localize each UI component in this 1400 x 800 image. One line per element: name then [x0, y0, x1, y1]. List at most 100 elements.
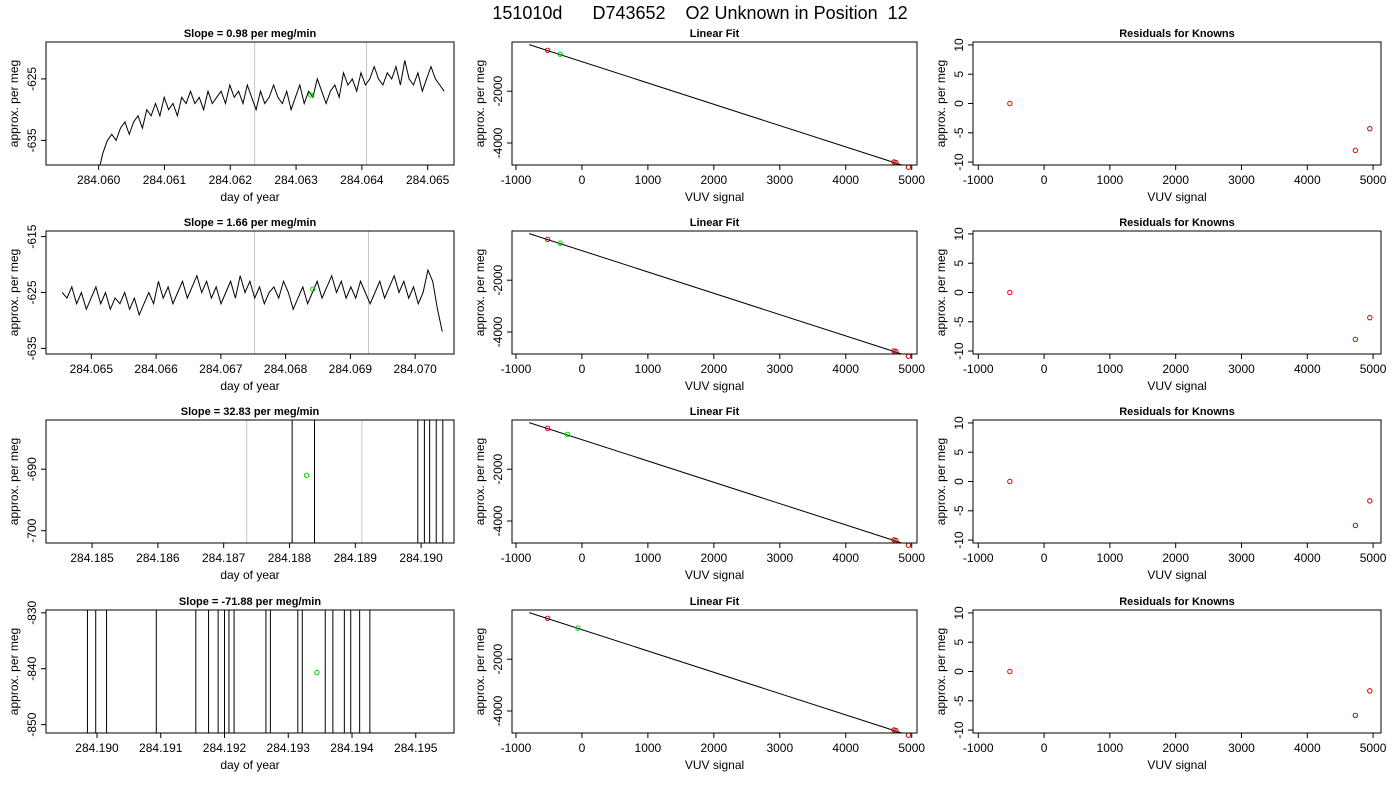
y-tick-label: -2000	[491, 76, 505, 107]
fit-line	[528, 612, 904, 733]
x-tick-label: 0	[1041, 741, 1048, 755]
y-tick-label: -700	[25, 518, 39, 542]
y-axis-label: approx. per meg	[934, 249, 948, 336]
x-axis-label: VUV signal	[685, 190, 744, 204]
x-tick-label: 284.065	[70, 362, 114, 376]
y-tick-label: 10	[952, 38, 966, 52]
plot-frame	[45, 609, 455, 734]
y-tick-label: -830	[25, 600, 39, 624]
y-tick-label: -5	[952, 316, 966, 327]
y-axis-label: approx. per meg	[7, 438, 21, 525]
panel-title: Residuals for Knowns	[1119, 406, 1235, 418]
x-tick-label: 1000	[1097, 741, 1124, 755]
unknown-point	[303, 472, 310, 479]
y-tick-label: -635	[25, 128, 39, 152]
y-axis-label: approx. per meg	[473, 60, 487, 147]
x-tick-label: 4000	[832, 551, 859, 565]
unknown-point	[557, 51, 563, 57]
panel-title: Slope = 1.66 per meg/min	[184, 217, 317, 229]
x-tick-label: 1000	[1097, 173, 1124, 187]
x-tick-label: 5000	[898, 551, 925, 565]
x-tick-label: -1000	[501, 362, 532, 376]
panel-title: Residuals for Knowns	[1119, 28, 1235, 40]
y-tick-label: 5	[952, 639, 966, 646]
panel-12: -1000 0 1000 2000 3000 4000 5000 -10 -5 0 5 10 Resid…	[934, 596, 1387, 772]
unknown-point	[314, 669, 320, 676]
known-point	[905, 164, 912, 170]
x-tick-label: 4000	[832, 741, 859, 755]
x-tick-label: 284.190	[399, 551, 443, 565]
x-tick-label: -1000	[501, 741, 532, 755]
plot-frame	[972, 41, 1382, 166]
y-tick-label: -625	[25, 280, 39, 304]
plot-frame	[45, 41, 455, 166]
y-tick-label: -4000	[491, 316, 505, 347]
x-tick-label: 2000	[1162, 551, 1189, 565]
series-line	[61, 268, 443, 332]
x-tick-label: 3000	[766, 551, 793, 565]
known-point	[1367, 688, 1373, 694]
x-tick-label: 284.067	[199, 362, 243, 376]
x-axis-label: VUV signal	[1147, 568, 1206, 582]
fit-line	[528, 422, 904, 543]
x-tick-label: 2000	[700, 362, 727, 376]
plot-frame	[972, 230, 1382, 355]
y-tick-label: -10	[952, 342, 966, 360]
x-tick-label: 0	[1041, 362, 1048, 376]
x-tick-label: 2000	[700, 741, 727, 755]
x-tick-label: 2000	[700, 551, 727, 565]
x-tick-label: 4000	[1294, 173, 1321, 187]
x-tick-label: -1000	[963, 551, 994, 565]
y-tick-label: -2000	[491, 644, 505, 675]
x-tick-label: 284.186	[136, 551, 180, 565]
x-tick-label: -1000	[963, 741, 994, 755]
x-tick-label: 5000	[898, 362, 925, 376]
x-tick-label: 0	[579, 551, 586, 565]
x-tick-label: 3000	[766, 741, 793, 755]
x-tick-label: 1000	[635, 173, 662, 187]
known-point	[1352, 336, 1359, 343]
x-tick-label: 3000	[766, 362, 793, 376]
x-tick-label: 3000	[1228, 362, 1255, 376]
panel-8: -1000 0 1000 2000 3000 4000 5000 -4000 -2000 Line…	[473, 596, 925, 772]
x-tick-label: 3000	[1228, 741, 1255, 755]
plot-frame	[511, 230, 918, 355]
x-axis-label: VUV signal	[1147, 379, 1206, 393]
plot-frame	[45, 419, 455, 544]
x-axis-label: day of year	[220, 190, 279, 204]
x-tick-label: 4000	[1294, 551, 1321, 565]
y-tick-label: -10	[952, 721, 966, 739]
x-tick-label: 284.066	[134, 362, 178, 376]
x-tick-label: 284.193	[267, 741, 311, 755]
panel-3: 284.185 284.186 284.187 284.188 284.189 284.1…	[7, 406, 455, 582]
x-tick-label: 4000	[832, 173, 859, 187]
panel-title: Slope = 0.98 per meg/min	[184, 28, 317, 40]
plot-frame	[972, 609, 1382, 734]
x-tick-label: 3000	[766, 173, 793, 187]
x-tick-label: 2000	[1162, 741, 1189, 755]
x-tick-label: 3000	[1228, 173, 1255, 187]
x-tick-label: 284.061	[143, 173, 187, 187]
fit-line	[528, 233, 904, 354]
x-tick-label: 0	[579, 362, 586, 376]
x-axis-label: VUV signal	[685, 758, 744, 772]
x-axis-label: VUV signal	[1147, 758, 1206, 772]
unknown-point	[307, 92, 314, 98]
x-tick-label: 284.188	[268, 551, 312, 565]
known-point	[1367, 498, 1373, 504]
known-point	[905, 353, 912, 359]
x-tick-label: 284.070	[393, 362, 437, 376]
plot-frame	[972, 419, 1382, 544]
y-axis-label: approx. per meg	[7, 628, 21, 715]
known-point	[1352, 522, 1359, 529]
x-tick-label: 284.187	[202, 551, 246, 565]
known-point	[1007, 289, 1013, 296]
y-tick-label: -5	[952, 505, 966, 516]
y-tick-label: 0	[952, 478, 966, 485]
x-axis-label: VUV signal	[685, 568, 744, 582]
panel-title: Slope = 32.83 per meg/min	[181, 406, 320, 418]
y-tick-label: 5	[952, 449, 966, 456]
y-axis-label: approx. per meg	[7, 249, 21, 336]
x-tick-label: 284.195	[394, 741, 438, 755]
panel-1: 284.060 284.061 284.062 284.063 284.064 284.0…	[7, 28, 455, 204]
